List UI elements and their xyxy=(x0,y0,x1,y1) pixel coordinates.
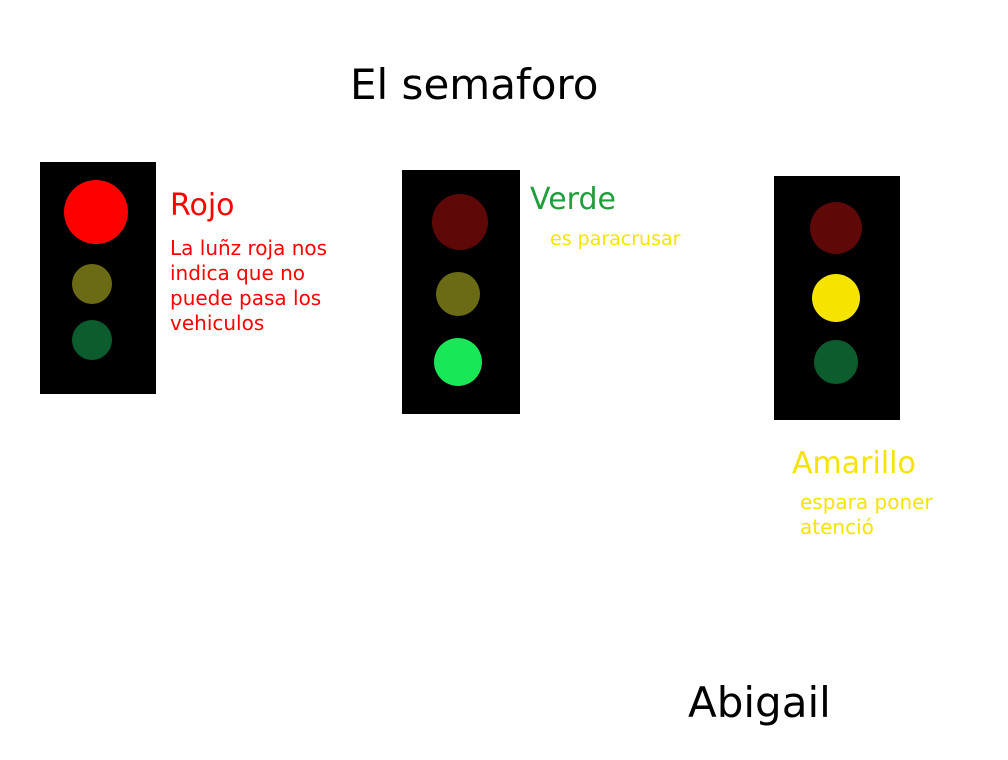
bulb-verde-green xyxy=(434,338,482,386)
bulb-verde-yellow xyxy=(436,272,480,316)
heading-amarillo: Amarillo xyxy=(792,446,916,481)
bulb-verde-red xyxy=(432,194,488,250)
heading-rojo: Rojo xyxy=(170,188,235,223)
bulb-rojo-red xyxy=(64,180,128,244)
bulb-rojo-yellow xyxy=(72,264,112,304)
body-amarillo: espara poner atenció xyxy=(800,490,970,540)
bulb-amarillo-green xyxy=(814,340,858,384)
body-rojo: La luñz roja nos indica que no puede pas… xyxy=(170,236,370,336)
bulb-amarillo-red xyxy=(810,202,862,254)
body-verde: es paracrusar xyxy=(550,228,730,252)
heading-verde: Verde xyxy=(530,182,616,217)
bulb-amarillo-yellow xyxy=(812,274,860,322)
page-title: El semaforo xyxy=(350,60,598,109)
trafficlight-verde xyxy=(402,170,520,414)
trafficlight-amarillo xyxy=(774,176,900,420)
bulb-rojo-green xyxy=(72,320,112,360)
signature: Abigail xyxy=(688,678,831,727)
trafficlight-rojo xyxy=(40,162,156,394)
